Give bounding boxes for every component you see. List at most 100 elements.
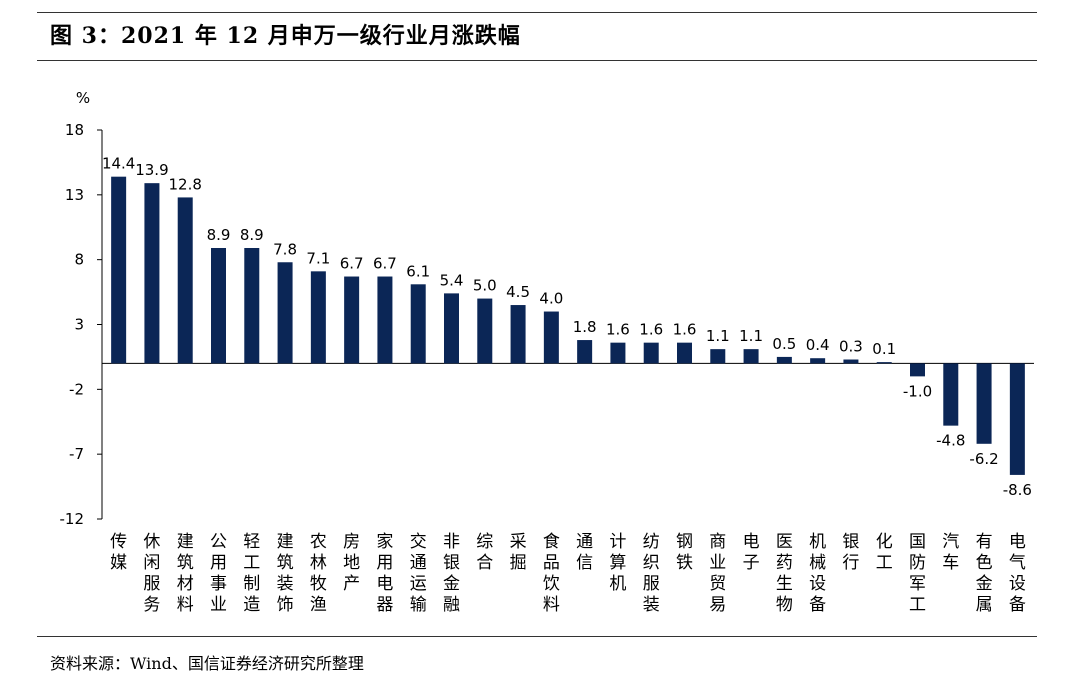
- bar: [444, 293, 459, 364]
- category-label: 食品饮料: [543, 532, 560, 615]
- bar: [310, 271, 326, 364]
- bar: [510, 305, 526, 364]
- category-label: 综合: [476, 532, 493, 573]
- category-label: 传媒: [110, 532, 127, 573]
- bar: [843, 359, 859, 364]
- bar: [677, 342, 692, 364]
- category-label: 建筑材料: [177, 532, 194, 615]
- category-label: 有色金属: [976, 532, 993, 615]
- bar: [943, 363, 959, 426]
- category-label: 汽车: [942, 532, 959, 573]
- category-label: 钢铁: [676, 532, 693, 573]
- data-label: -6.2: [969, 450, 998, 468]
- data-label: 5.4: [440, 271, 464, 289]
- data-label: -1.0: [903, 382, 932, 400]
- bar: [144, 183, 160, 364]
- data-label: 8.9: [240, 226, 264, 244]
- data-label: 5.0: [473, 277, 497, 295]
- bar: [244, 247, 260, 364]
- axes: % 18 13 8 3 -2 -7 -12: [60, 89, 1034, 528]
- y-unit-label: %: [76, 89, 90, 107]
- bar: [710, 349, 726, 364]
- category-label: 建筑装饰: [277, 532, 294, 615]
- bar: [910, 363, 925, 377]
- category-label: 机械设备: [809, 532, 826, 615]
- data-label: 1.6: [673, 321, 697, 339]
- top-rule: [37, 12, 1037, 13]
- data-label: 0.3: [839, 338, 863, 356]
- bar: [211, 247, 226, 364]
- category-label: 国防军工: [909, 532, 926, 615]
- title-rule: [37, 60, 1037, 61]
- category-label: 商业贸易: [709, 532, 726, 615]
- data-label: 0.1: [872, 340, 896, 358]
- data-label: 13.9: [135, 161, 168, 179]
- category-label: 医药生物: [776, 532, 793, 615]
- bar: [610, 342, 626, 364]
- bar: [1009, 363, 1025, 475]
- y-tick-label: -7: [69, 445, 84, 463]
- data-label: 4.0: [539, 290, 563, 308]
- bar: [477, 298, 493, 364]
- category-label: 采掘: [510, 532, 527, 573]
- data-label: 7.8: [273, 240, 297, 258]
- source-note: 资料来源：Wind、国信证券经济研究所整理: [50, 654, 364, 673]
- data-label: 12.8: [169, 175, 202, 193]
- data-label: 4.5: [506, 283, 530, 301]
- bar: [743, 349, 759, 364]
- y-tick-label: 13: [65, 186, 84, 204]
- data-label: -8.6: [1003, 481, 1032, 499]
- data-label: 1.1: [706, 327, 730, 345]
- bar: [810, 358, 826, 364]
- category-label: 休闲服务: [143, 532, 160, 615]
- bar: [410, 284, 426, 364]
- data-label: 0.4: [806, 336, 830, 354]
- bar: [643, 342, 659, 364]
- data-label: 6.1: [406, 262, 430, 280]
- category-labels: 传媒休闲服务建筑材料公用事业轻工制造建筑装饰农林牧渔房地产家用电器交通运输非银金…: [110, 532, 1026, 615]
- category-label: 电子: [743, 532, 760, 573]
- bar: [776, 356, 792, 364]
- data-label: 1.1: [739, 327, 763, 345]
- bar: [377, 276, 393, 364]
- y-tick-label: 18: [65, 121, 84, 139]
- bars: [111, 176, 1025, 475]
- data-label: 1.8: [573, 318, 597, 336]
- data-label: -4.8: [936, 432, 965, 450]
- category-label: 计算机: [609, 532, 626, 594]
- data-label: 1.6: [606, 321, 630, 339]
- category-label: 非银金融: [443, 532, 460, 615]
- bar-chart: % 18 13 8 3 -2 -7 -12 14.4 13.912.8 8.9 8.9 7.8 7.1 6…: [60, 89, 1034, 615]
- data-label: 8.9: [207, 226, 231, 244]
- category-label: 家用电器: [376, 532, 393, 615]
- category-label: 轻工制造: [243, 532, 260, 615]
- y-tick-label: -12: [60, 510, 85, 528]
- data-label: 14.4: [102, 155, 135, 173]
- data-label: 6.7: [340, 255, 364, 273]
- data-labels: 14.4 13.912.8 8.9 8.9 7.8 7.1 6.7 6.7 6.1 5.4 5.0 4…: [102, 155, 1032, 499]
- bar: [344, 276, 360, 364]
- category-label: 房地产: [343, 532, 360, 594]
- bottom-rule: [37, 636, 1037, 637]
- data-label: 6.7: [373, 255, 397, 273]
- bar: [177, 197, 193, 364]
- bar: [543, 311, 559, 364]
- category-label: 电气设备: [1009, 532, 1026, 615]
- bar: [277, 262, 293, 364]
- chart-title: 图 3：2021 年 12 月申万一级行业月涨跌幅: [50, 23, 521, 49]
- bar: [111, 176, 127, 364]
- category-label: 公用事业: [210, 532, 227, 615]
- y-tick-label: -2: [69, 380, 84, 398]
- category-label: 纺织服装: [643, 532, 660, 615]
- category-label: 交通运输: [410, 532, 427, 615]
- data-label: 0.5: [772, 335, 796, 353]
- y-tick-label: 8: [74, 251, 84, 269]
- y-tick-label: 3: [74, 316, 84, 334]
- category-label: 农林牧渔: [310, 532, 327, 615]
- category-label: 化工: [876, 532, 893, 573]
- bar: [976, 363, 992, 444]
- bar: [876, 362, 892, 364]
- category-label: 银行: [842, 532, 859, 573]
- bar: [577, 340, 593, 364]
- data-label: 1.6: [639, 321, 663, 339]
